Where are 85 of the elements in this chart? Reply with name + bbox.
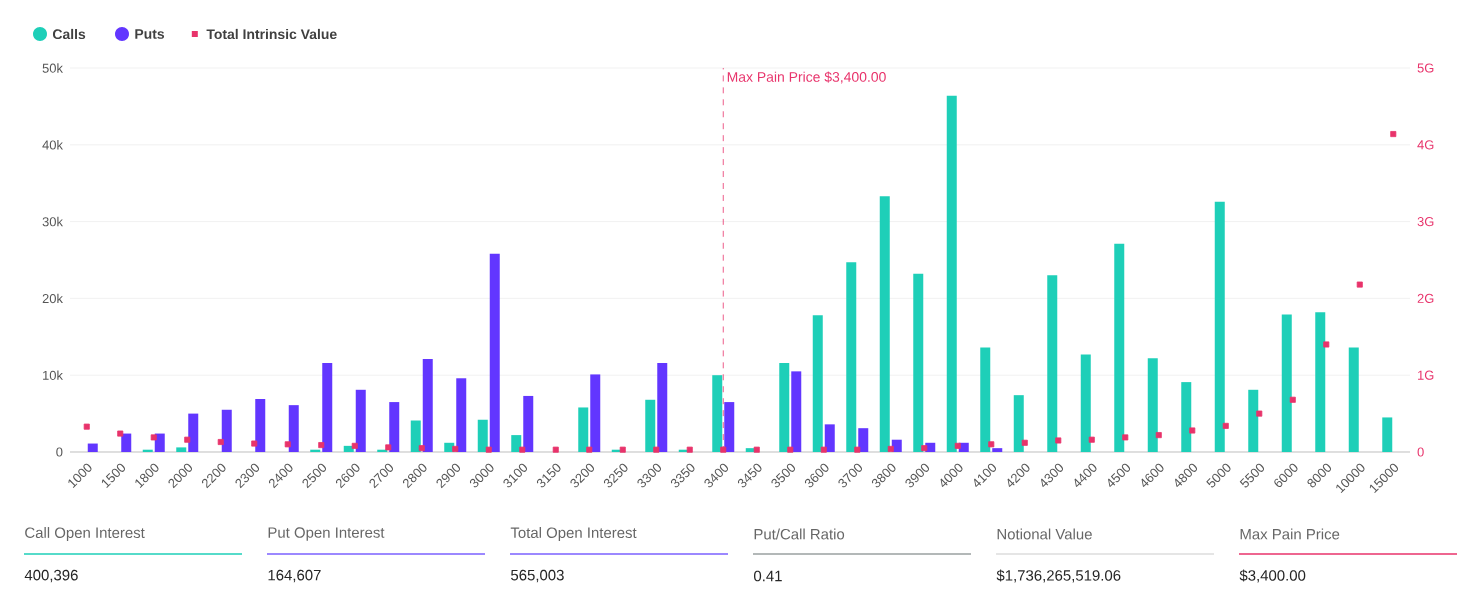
point [619,446,626,453]
point [1256,410,1263,417]
point [552,446,559,453]
point [251,440,258,447]
bar [1013,395,1024,452]
bar [657,362,668,452]
bar [1382,417,1393,452]
point [1289,396,1296,403]
bar [221,409,232,452]
point [217,439,224,446]
bar [389,402,400,452]
bar [1214,201,1225,452]
bar [1315,312,1326,452]
point [385,444,392,451]
point [1390,131,1397,138]
bar [1348,347,1359,452]
bar [1248,389,1259,452]
bar [511,435,522,452]
point [1189,427,1196,434]
point [519,446,526,453]
point [1122,434,1129,441]
point [1222,422,1229,429]
bar [355,389,366,452]
bar [477,419,488,452]
point [452,445,459,452]
bar [1080,354,1091,452]
point [1356,281,1363,288]
bar [712,375,723,452]
bar [121,433,132,452]
bar [288,405,299,452]
bar [1147,358,1158,452]
point [753,446,760,453]
bar [846,262,857,452]
point [820,446,827,453]
bar [523,395,534,452]
point [1323,341,1330,348]
point [586,446,593,453]
point [988,441,995,448]
bar [724,402,735,452]
point [117,430,124,437]
bar [913,273,924,452]
bar [645,399,656,452]
point [485,446,492,453]
bar [154,433,165,452]
bar [812,315,823,452]
bar [255,399,266,452]
bar [879,196,890,452]
bar [946,95,957,452]
bar [1181,382,1192,452]
bar [824,424,835,452]
point [1055,437,1062,444]
bar [578,407,589,452]
bar [791,371,802,452]
bar [456,378,467,452]
point [351,442,358,449]
bar [410,420,421,452]
bar [87,443,98,452]
point [887,445,894,452]
point [1088,436,1095,443]
point [653,446,660,453]
bar [1281,314,1292,452]
bar [858,428,869,452]
bar [779,362,790,452]
point [184,436,191,443]
point [720,446,727,453]
point [787,446,794,453]
point [318,442,325,449]
point [418,445,425,452]
point [854,446,861,453]
bar [422,359,433,452]
bar [322,362,333,452]
bar [188,413,199,452]
bar [980,347,991,452]
point [150,434,157,441]
point [1155,432,1162,439]
bar [489,253,500,452]
bar [1114,243,1125,452]
point [954,442,961,449]
bar [1047,275,1058,452]
point [284,441,291,448]
point [83,423,90,430]
point [1021,439,1028,446]
bar [590,374,601,452]
point [686,446,693,453]
point [921,445,928,452]
